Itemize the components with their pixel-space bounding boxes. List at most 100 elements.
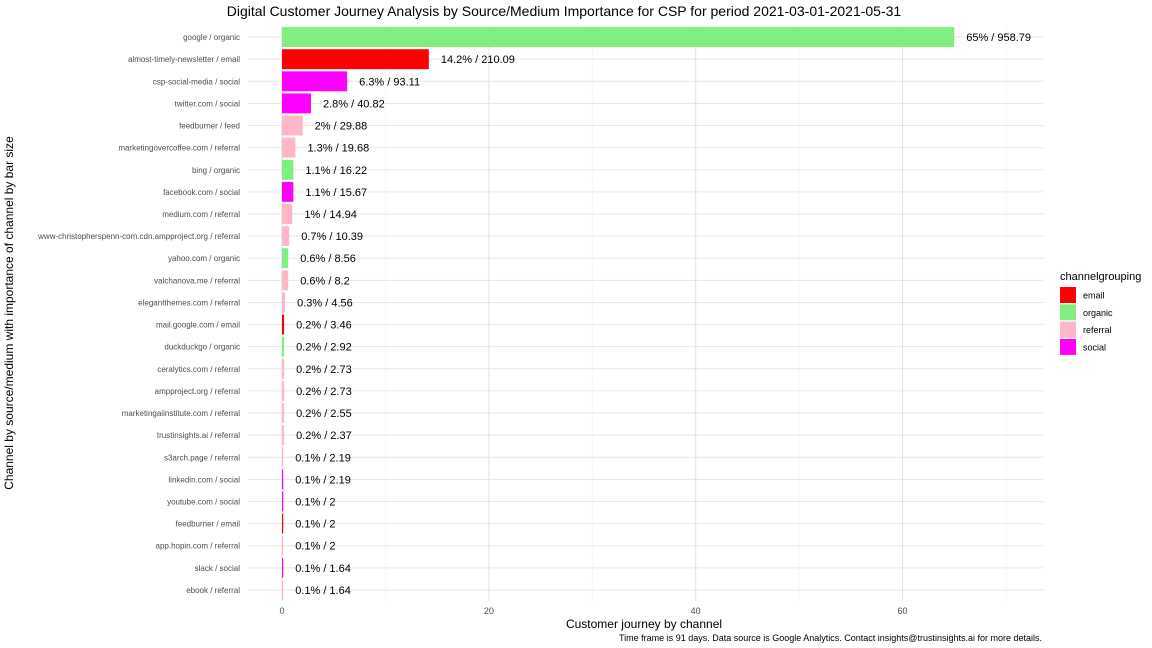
value-label: 0.2% / 2.37	[296, 430, 352, 442]
value-label: 0.1% / 1.64	[295, 563, 351, 575]
y-axis-label: Channel by source/medium with importance…	[2, 136, 16, 490]
legend-label: organic	[1083, 308, 1113, 318]
y-tick-label: marketingovercoffee.com / referral	[118, 144, 240, 153]
legend-label: referral	[1083, 325, 1112, 335]
y-axis-tick-labels: google / organic almost-timely-newsletter…	[37, 33, 240, 595]
bar	[282, 447, 284, 468]
grid-lines	[248, 26, 1043, 601]
x-tick-label: 40	[691, 606, 701, 616]
chart-caption: Time frame is 91 days. Data source is Go…	[619, 633, 1042, 643]
y-tick-label: valchanova.me / referral	[154, 276, 240, 285]
value-label: 2% / 29.88	[315, 121, 368, 133]
value-labels: 65% / 958.79 14.2% / 210.09 6.3% / 93.11 2.…	[295, 32, 1031, 597]
y-tick-label: twitter.com / social	[175, 99, 241, 108]
value-label: 0.7% / 10.39	[301, 231, 363, 243]
bar	[282, 314, 285, 335]
y-tick-label: s3arch.page / referral	[164, 453, 240, 462]
y-tick-label: feedburner / email	[176, 520, 241, 529]
bar	[282, 248, 289, 269]
bar	[282, 513, 284, 534]
value-label: 0.1% / 1.64	[295, 585, 351, 597]
plot-panel: 65% / 958.79 14.2% / 210.09 6.3% / 93.11 2.…	[37, 26, 1043, 616]
y-tick-label: trustinsights.ai / referral	[157, 431, 240, 440]
legend-items: email organic referral social	[1060, 287, 1113, 355]
value-label: 0.2% / 2.73	[296, 386, 352, 398]
bar	[282, 270, 289, 291]
y-tick-label: marketingaiinstitute.com / referral	[122, 409, 240, 418]
value-label: 0.2% / 2.73	[296, 364, 352, 376]
x-tick-label: 0	[279, 606, 284, 616]
value-label: 6.3% / 93.11	[359, 76, 420, 88]
bar	[282, 27, 955, 48]
value-label: 1.1% / 16.22	[305, 165, 367, 177]
value-label: 1% / 14.94	[304, 209, 357, 221]
bar	[282, 115, 303, 136]
legend-label: social	[1083, 342, 1106, 352]
bar	[282, 159, 294, 180]
value-label: 14.2% / 210.09	[441, 54, 515, 66]
legend: channelgrouping email organic referral soci…	[1060, 271, 1141, 355]
legend-swatch	[1060, 287, 1076, 303]
value-label: 0.2% / 2.92	[296, 342, 352, 354]
bar	[282, 535, 284, 556]
legend-swatch	[1060, 338, 1076, 355]
y-tick-label: medium.com / referral	[162, 210, 240, 219]
value-label: 0.2% / 2.55	[296, 408, 352, 420]
chart-title: Digital Customer Journey Analysis by Sou…	[227, 3, 902, 19]
value-label: 0.6% / 8.56	[300, 253, 356, 265]
value-label: 65% / 958.79	[966, 32, 1031, 44]
bar	[282, 204, 293, 224]
y-tick-label: ebook / referral	[186, 586, 240, 595]
y-tick-label: feedburner / feed	[179, 122, 240, 131]
bar	[282, 358, 285, 379]
y-tick-label: csp-social-media / social	[153, 77, 240, 86]
value-label: 0.1% / 2	[295, 541, 335, 553]
value-label: 0.2% / 3.46	[296, 320, 352, 332]
y-tick-label: ceralytics.com / referral	[157, 365, 240, 374]
y-tick-label: ampproject.org / referral	[155, 387, 241, 396]
y-tick-label: almost-timely-newsletter / email	[128, 55, 240, 64]
bar	[282, 469, 284, 490]
bar	[282, 425, 285, 446]
x-tick-label: 60	[897, 606, 907, 616]
bar	[282, 71, 348, 92]
bar	[282, 336, 285, 357]
bar	[282, 137, 296, 158]
legend-label: email	[1083, 291, 1105, 301]
bar	[282, 49, 429, 70]
x-tick-label: 20	[484, 606, 494, 616]
legend-title: channelgrouping	[1060, 271, 1141, 283]
bars	[282, 27, 955, 600]
y-tick-label: app.hopin.com / referral	[156, 542, 241, 551]
bar	[282, 292, 286, 313]
y-tick-label: yahoo.com / organic	[168, 254, 240, 263]
y-tick-label: www-christopherspenn-com.cdn.ampproject.…	[37, 232, 240, 241]
y-tick-label: facebook.com / social	[163, 188, 240, 197]
value-label: 0.6% / 8.2	[300, 275, 350, 287]
value-label: 0.3% / 4.56	[297, 297, 353, 309]
y-tick-label: mail.google.com / email	[156, 321, 240, 330]
y-tick-label: duckduckgo / organic	[164, 343, 240, 352]
y-tick-label: google / organic	[183, 33, 240, 42]
y-tick-label: elegantthemes.com / referral	[138, 298, 240, 307]
y-tick-label: bing / organic	[192, 166, 240, 175]
legend-swatch	[1060, 304, 1076, 321]
y-tick-label: slack / social	[195, 564, 241, 573]
value-label: 0.1% / 2.19	[295, 474, 351, 486]
y-tick-label: youtube.com / social	[167, 497, 240, 506]
value-label: 1.3% / 19.68	[307, 143, 369, 155]
bar	[282, 380, 285, 401]
bar	[282, 491, 284, 512]
bar	[282, 403, 285, 423]
legend-swatch	[1060, 321, 1076, 338]
value-label: 1.1% / 15.67	[305, 187, 367, 199]
bar	[282, 181, 294, 202]
y-tick-label: linkedin.com / social	[168, 475, 240, 484]
value-label: 2.8% / 40.82	[323, 98, 385, 110]
value-label: 0.1% / 2	[295, 496, 335, 508]
value-label: 0.1% / 2	[295, 519, 335, 531]
bar	[282, 557, 284, 578]
bar	[282, 579, 284, 600]
x-axis-tick-labels: 0 20 40 60	[279, 606, 907, 616]
